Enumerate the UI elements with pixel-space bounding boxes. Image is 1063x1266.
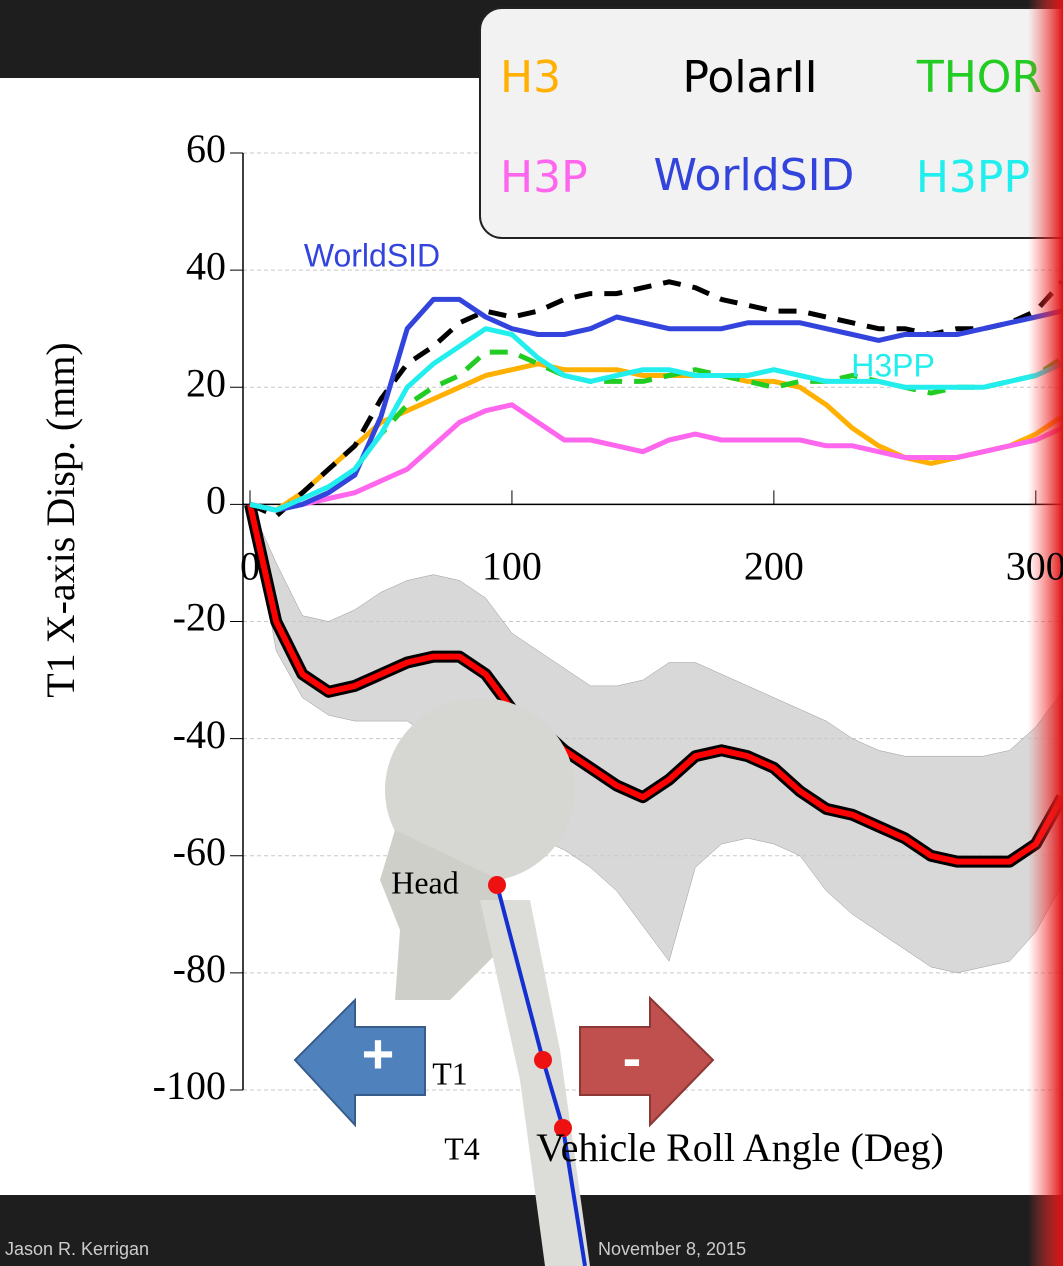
head-label: Head (391, 864, 459, 900)
x-axis-label: Vehicle Roll Angle (Deg) (536, 1125, 944, 1170)
edge-glow (1028, 0, 1063, 1266)
series-line (249, 402, 1063, 513)
x-tick-label: 0 (240, 544, 260, 589)
legend: H3 PolarII THOR H3P WorldSID H3PP (500, 52, 1042, 203)
plus-sign: + (362, 1022, 395, 1085)
legend-box (479, 7, 1063, 239)
legend-entry: H3 (500, 52, 561, 103)
annotation: WorldSID (304, 237, 440, 273)
legend-entry: H3P (500, 152, 588, 203)
plot-area (244, 279, 1063, 974)
y-tick-label: 20 (186, 360, 226, 405)
y-tick-label: -40 (173, 712, 226, 757)
pmhs-line (247, 503, 1063, 865)
x-tick-label: 100 (482, 544, 542, 589)
legend-entry: H3PP (916, 152, 1030, 203)
y-tick-label: -80 (173, 946, 226, 991)
legend-entry: PolarII (682, 52, 817, 103)
t1-label: T1 (432, 1055, 468, 1091)
y-tick-label: 40 (186, 243, 226, 288)
footer-author: Jason R. Kerrigan (5, 1239, 149, 1259)
skeleton (380, 698, 590, 1266)
left-arrow (293, 997, 426, 1128)
series-line (249, 361, 1063, 513)
x-tick-label: 300 (1006, 544, 1063, 589)
series-line (249, 326, 1063, 513)
y-tick-label: -20 (173, 595, 226, 640)
series-line (249, 296, 1063, 513)
y-tick-label: 60 (186, 126, 226, 171)
x-tick-label: 200 (744, 544, 804, 589)
minus-sign: - (623, 1026, 642, 1089)
y-tick-label: 0 (206, 478, 226, 523)
annotation: H3PP (851, 347, 935, 383)
y-axis-label: T1 X-axis Disp. (mm) (38, 342, 83, 698)
right-arrow (579, 995, 715, 1128)
t4-label: T4 (444, 1130, 480, 1166)
y-tick-label: -60 (173, 829, 226, 874)
y-tick-label: -100 (153, 1063, 226, 1108)
legend-entry: THOR (916, 52, 1042, 103)
footer-date: November 8, 2015 (598, 1239, 746, 1259)
legend-entry: WorldSID (654, 150, 855, 201)
